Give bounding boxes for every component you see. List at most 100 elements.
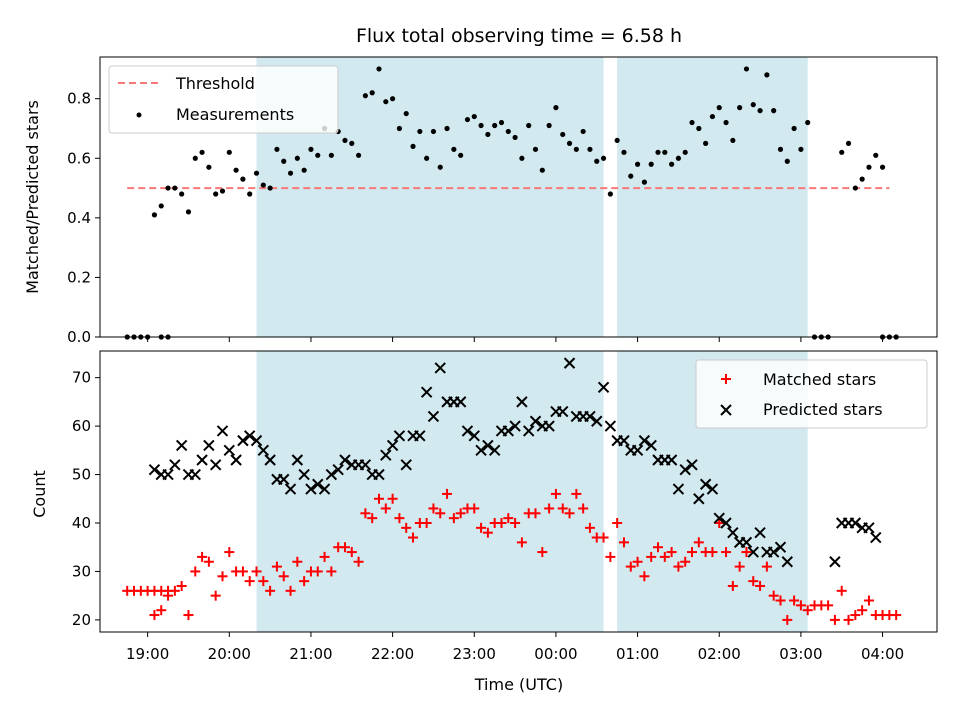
predicted-point [223, 444, 235, 457]
predicted-point [414, 430, 426, 442]
measurement-point [873, 152, 879, 158]
y-tick-label: 30 [72, 562, 91, 580]
matched-point [387, 493, 398, 504]
matched-point [292, 556, 303, 567]
predicted-point [767, 546, 780, 558]
predicted-point [488, 444, 501, 457]
predicted-point [475, 444, 487, 457]
matched-point [455, 508, 466, 519]
matched-point [680, 556, 691, 567]
matched-point [707, 547, 718, 558]
matched-point [544, 503, 555, 514]
matched-point [203, 556, 214, 567]
measurement-point [560, 131, 566, 138]
matched-point [557, 503, 568, 514]
matched-point [687, 547, 698, 558]
measurement-point [859, 176, 865, 182]
matched-point [360, 508, 371, 519]
predicted-point [380, 449, 392, 461]
matched-point [748, 576, 759, 587]
measurement-point [764, 72, 770, 78]
predicted-point [175, 439, 188, 452]
matched-point [190, 566, 201, 577]
predicted-point [209, 459, 222, 471]
measurement-point [185, 209, 192, 215]
matched-point [598, 532, 609, 543]
measurement-point [267, 185, 273, 191]
measurement-point [519, 155, 525, 161]
measurement-point [410, 143, 416, 149]
top-y-axis-label: Matched/Predicted stars [23, 100, 42, 294]
y-tick-label: 0.6 [67, 149, 91, 167]
x-tick-label: 04:00 [861, 645, 904, 663]
predicted-point [278, 473, 290, 486]
measurement-point [233, 167, 239, 173]
legend-matched-swatch [721, 374, 731, 384]
measurement-point [655, 149, 661, 155]
matched-point [367, 513, 378, 524]
matched-point [244, 576, 255, 587]
predicted-point [638, 434, 651, 447]
bottom-legend: Matched stars Predicted stars [695, 359, 928, 429]
chart-title: Flux total observing time = 6.58 h [356, 25, 682, 47]
measurement-point [226, 149, 232, 155]
predicted-point [604, 420, 617, 432]
predicted-point [686, 459, 698, 471]
measurement-point [308, 146, 314, 152]
measurement-point [716, 105, 722, 111]
measurement-point [566, 140, 573, 146]
predicted-point [781, 556, 793, 568]
measurement-point [614, 137, 620, 144]
predicted-point [393, 430, 406, 442]
matched-point [646, 551, 657, 562]
measurement-point [553, 105, 559, 111]
predicted-point [305, 483, 317, 495]
predicted-point [618, 434, 630, 447]
measurement-point [430, 128, 437, 135]
matched-point [782, 614, 793, 625]
predicted-point [597, 381, 610, 394]
measurement-point [390, 96, 396, 102]
measurement-point [703, 140, 709, 146]
measurement-point [669, 161, 675, 167]
predicted-point [665, 454, 678, 466]
measurement-point [281, 158, 287, 164]
matched-point [299, 576, 310, 587]
matched-point [891, 610, 902, 621]
predicted-point [169, 459, 181, 471]
predicted-point [386, 439, 399, 452]
measurement-point [532, 146, 539, 152]
measurement-point [192, 155, 198, 161]
measurement-point [349, 140, 355, 146]
measurement-point [179, 191, 185, 197]
y-tick-label: 60 [72, 417, 91, 435]
matched-point [850, 610, 861, 621]
predicted-point [148, 463, 161, 476]
matched-point [823, 600, 834, 611]
matched-point [496, 517, 507, 528]
predicted-point [291, 454, 304, 466]
y-tick-label: 0.0 [67, 328, 91, 346]
measurement-point [607, 191, 613, 197]
measurement-point [723, 119, 729, 126]
x-tick-label: 23:00 [453, 645, 496, 663]
measurement-point [444, 125, 450, 132]
matched-point [775, 595, 786, 606]
matched-point [319, 551, 330, 562]
predicted-point [502, 425, 514, 437]
measurement-point [498, 119, 505, 126]
top-panel-frame [99, 56, 938, 338]
legend-threshold-label: Threshold [175, 74, 255, 93]
predicted-point [427, 410, 440, 423]
matched-point [428, 503, 439, 514]
matched-point [448, 513, 459, 524]
measurement-point [260, 182, 266, 188]
measurement-point [791, 125, 797, 132]
legend-matched-label: Matched stars [763, 370, 876, 389]
matched-point [564, 508, 575, 519]
x-tick-label: 20:00 [208, 645, 251, 663]
predicted-point [257, 444, 270, 457]
measurement-point [458, 152, 464, 158]
matched-point [339, 542, 350, 553]
matched-point [176, 580, 187, 591]
